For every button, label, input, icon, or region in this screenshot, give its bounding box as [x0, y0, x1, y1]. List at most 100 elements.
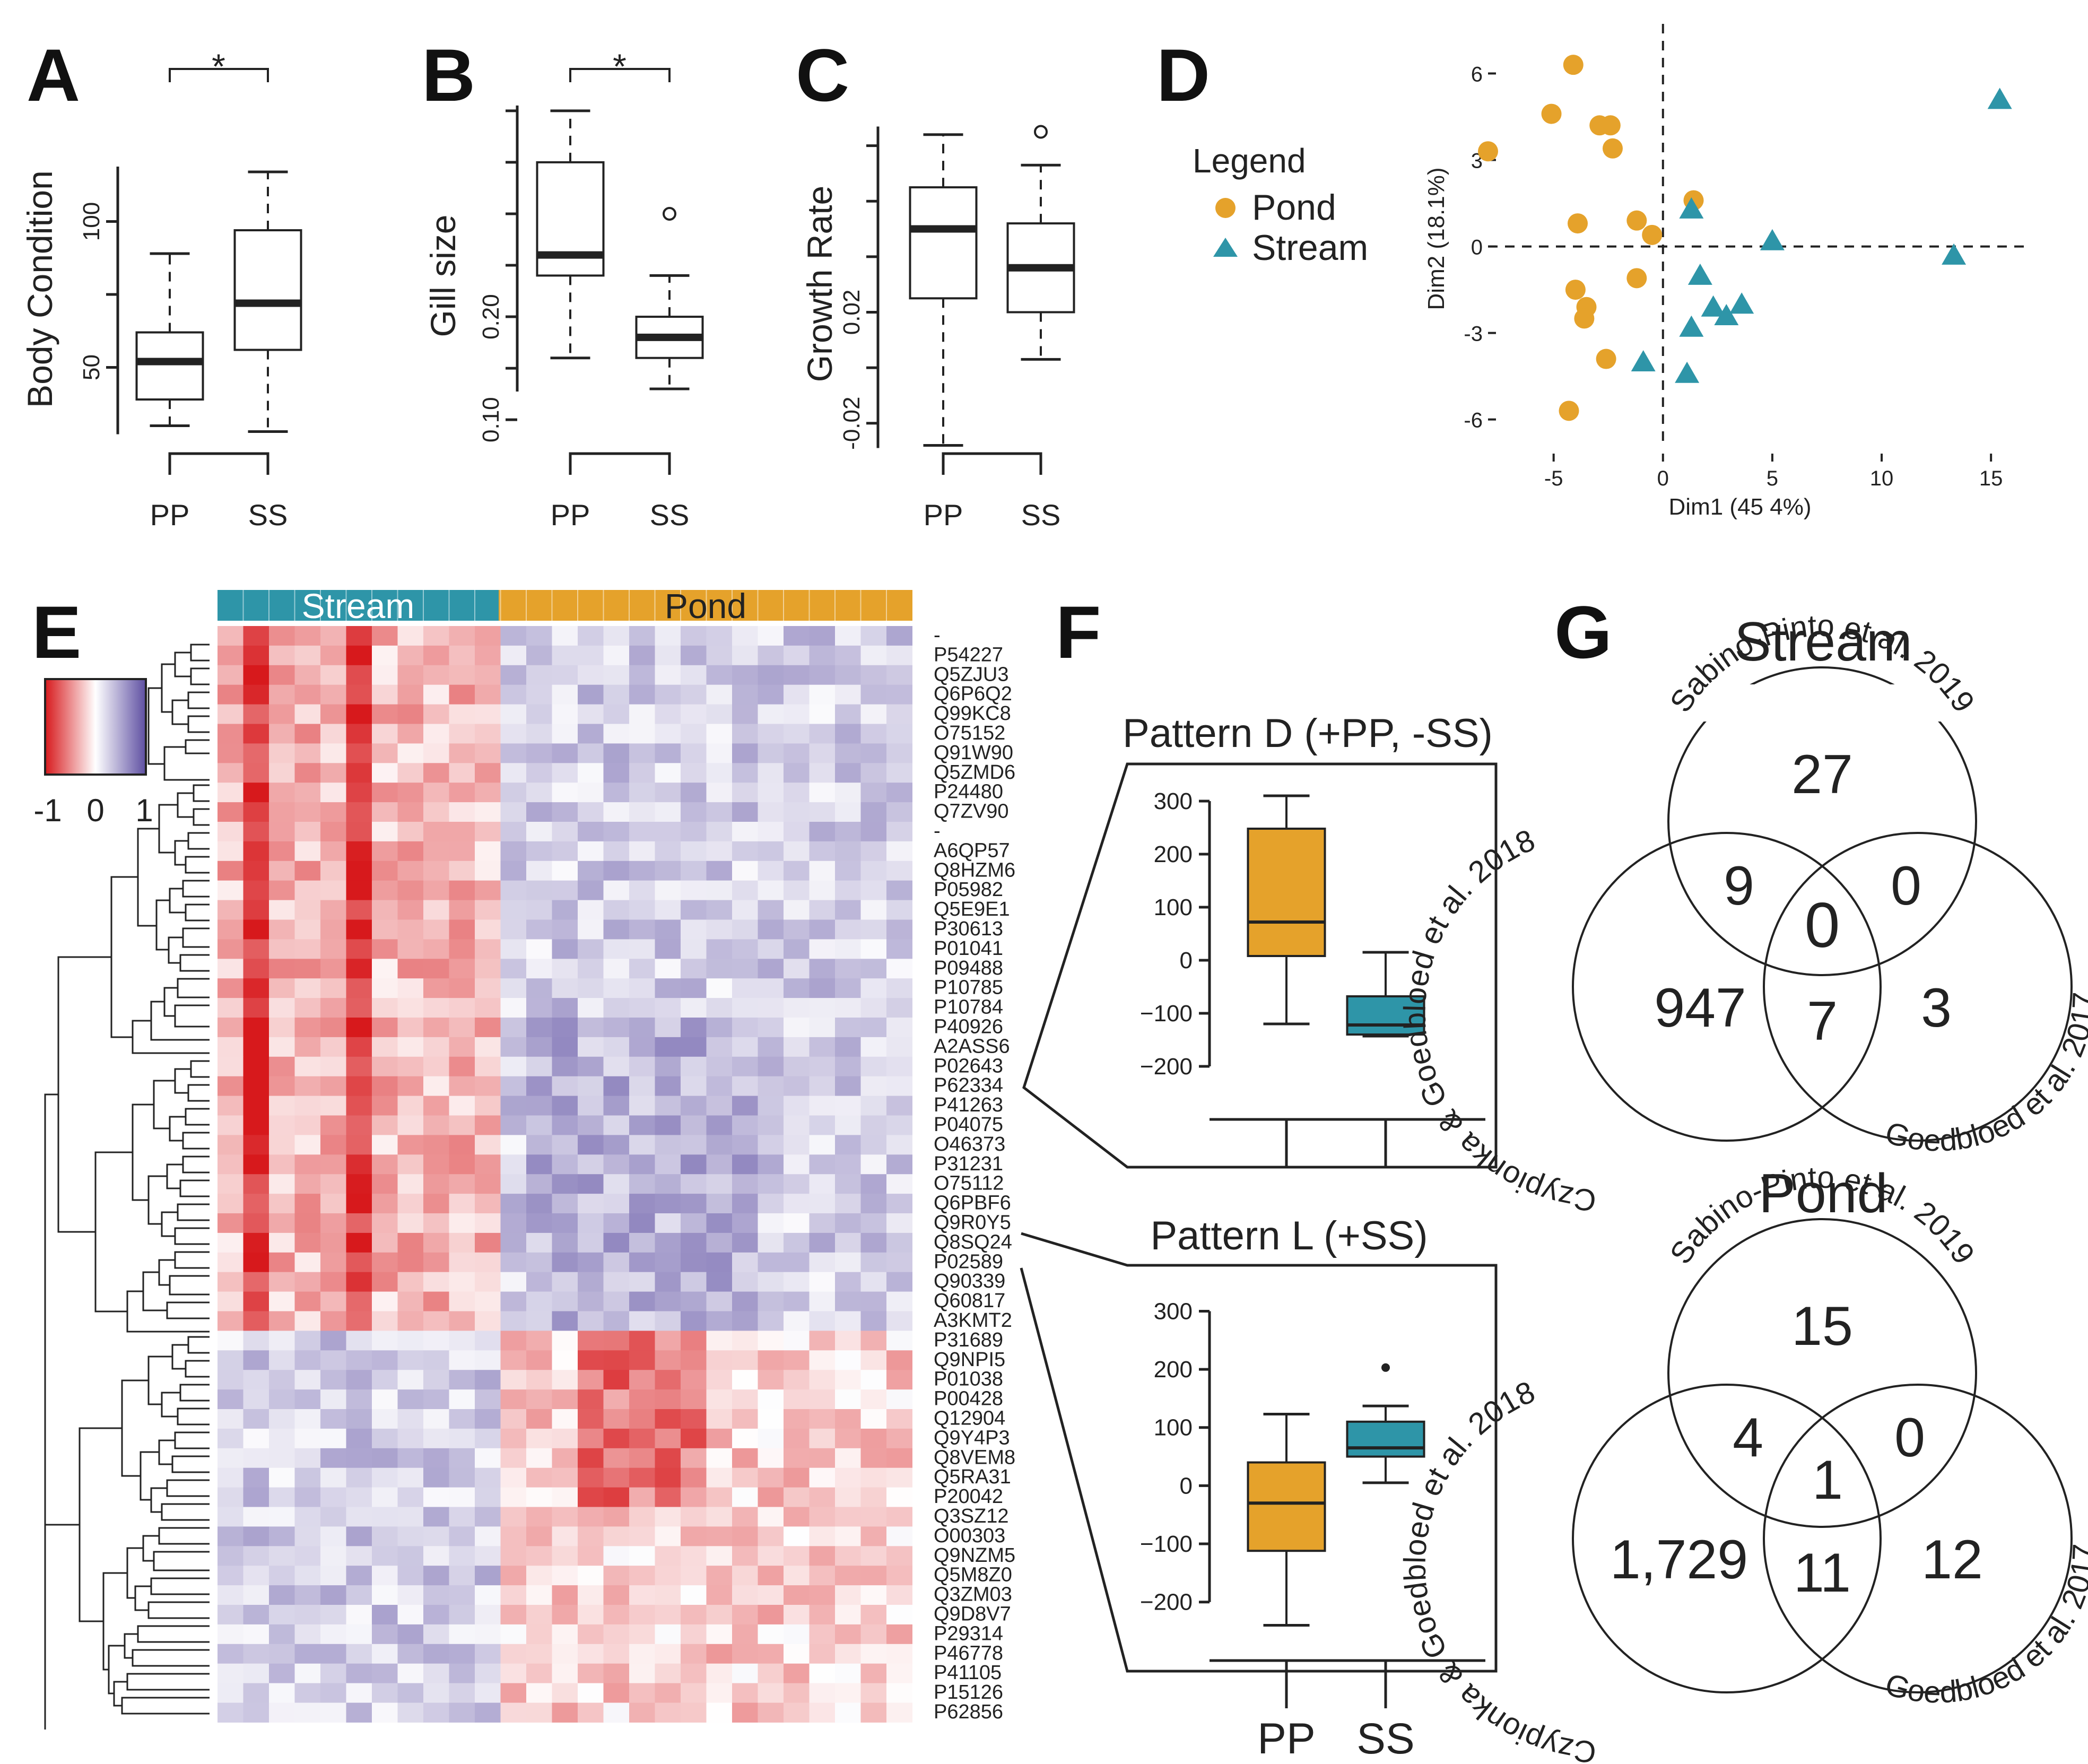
- heatmap-cell: [706, 1213, 733, 1233]
- heatmap-cell: [578, 1135, 604, 1155]
- heatmap-cell: [706, 1487, 733, 1507]
- heatmap-cell: [294, 1605, 321, 1625]
- heatmap-cell: [475, 998, 501, 1018]
- heatmap-cell: [500, 1605, 527, 1625]
- heatmap-cell: [603, 704, 630, 724]
- heatmap-cell: [629, 1115, 655, 1135]
- heatmap-cell: [655, 939, 681, 959]
- heatmap-cell: [732, 1467, 758, 1488]
- heatmap-cell: [269, 743, 295, 763]
- heatmap-cell: [423, 665, 449, 685]
- heatmap-cell: [475, 1526, 501, 1546]
- heatmap-cell: [681, 1037, 707, 1057]
- heatmap-cell: [346, 1409, 372, 1429]
- heatmap-cell: [603, 1272, 630, 1292]
- heatmap-cell: [784, 1096, 810, 1116]
- heatmap-cell: [655, 1135, 681, 1155]
- heatmap-cell: [655, 978, 681, 998]
- heatmap-cell: [578, 1428, 604, 1449]
- panel-a-cat-pp: PP: [150, 498, 190, 532]
- venn-pond-top-right: 0: [1894, 1407, 1925, 1468]
- heatmap-cell: [886, 861, 912, 881]
- heatmap-cell: [578, 1213, 604, 1233]
- group-bar-stream: [218, 590, 499, 621]
- heatmap-cell: [706, 1448, 733, 1468]
- heatmap-cell: [629, 1409, 655, 1429]
- heatmap-cell: [372, 959, 398, 979]
- heatmap-cell: [475, 1566, 501, 1586]
- heatmap-cell: [629, 1702, 655, 1723]
- heatmap-cell: [784, 1605, 810, 1625]
- heatmap-cell: [784, 684, 810, 705]
- heatmap-cell: [475, 1350, 501, 1370]
- heatmap-cell: [860, 880, 887, 901]
- heatmap-cell: [784, 1389, 810, 1410]
- heatmap-cell: [500, 841, 527, 862]
- heatmap-cell: [475, 1585, 501, 1605]
- heatmap-cell: [294, 1467, 321, 1488]
- heatmap-cell: [500, 1311, 527, 1331]
- heatmap-cell: [578, 1487, 604, 1507]
- heatmap-cell: [294, 704, 321, 724]
- heatmap-cell: [346, 1624, 372, 1645]
- heatmap-cell: [732, 1194, 758, 1214]
- heatmap-cell: [578, 861, 604, 881]
- heatmap-cell: [603, 1585, 630, 1605]
- outlier-point: [1034, 125, 1048, 139]
- heatmap-cell: [294, 1154, 321, 1175]
- heatmap-cell: [218, 1350, 243, 1370]
- heatmap-cell: [629, 1526, 655, 1546]
- heatmap-cell: [629, 880, 655, 901]
- heatmap-cell: [526, 1585, 552, 1605]
- heatmap-cell: [320, 1566, 346, 1586]
- heatmap-cell: [552, 763, 578, 783]
- heatmap-cell: [681, 1467, 707, 1488]
- heatmap-cell: [320, 939, 346, 959]
- heatmap-cell: [681, 1428, 707, 1449]
- y-tick-label: 0.02: [839, 290, 865, 335]
- heatmap-cell: [784, 1487, 810, 1507]
- heatmap-cell: [500, 783, 527, 803]
- heatmap-cell: [681, 1154, 707, 1175]
- heatmap-cell: [218, 841, 243, 862]
- heatmap-cell: [397, 1096, 424, 1116]
- heatmap-cell: [732, 1350, 758, 1370]
- heatmap-cell: [886, 1291, 912, 1311]
- stream-point: [1760, 229, 1785, 250]
- heatmap-cell: [346, 665, 372, 685]
- protein-label: Q12904: [934, 1407, 1005, 1430]
- heatmap-cell: [243, 1311, 269, 1331]
- panel-f-bottom-frame: [1020, 1232, 1498, 1673]
- heatmap-cell: [320, 841, 346, 862]
- heatmap-cell: [243, 1194, 269, 1214]
- heatmap-cell: [835, 1487, 861, 1507]
- heatmap-cell: [269, 919, 295, 940]
- heatmap-cell: [243, 1154, 269, 1175]
- heatmap-cell: [860, 704, 887, 724]
- heatmap-cell: [809, 841, 836, 862]
- heatmap-cell: [758, 1409, 784, 1429]
- heatmap-cell: [294, 1331, 321, 1351]
- heatmap-cell: [758, 1389, 784, 1410]
- heatmap-cell: [294, 1350, 321, 1370]
- heatmap-cell: [526, 1115, 552, 1135]
- panel-f-top-title: Pattern D (+PP, -SS): [1123, 711, 1493, 756]
- heatmap-cell: [243, 1291, 269, 1311]
- heatmap-cell: [835, 1056, 861, 1077]
- protein-label: Q60817: [934, 1290, 1005, 1312]
- heatmap-cell: [809, 1389, 836, 1410]
- venn-pond-left-only: 1,729: [1610, 1529, 1748, 1591]
- heatmap-cell: [552, 900, 578, 920]
- heatmap-cell: [243, 1448, 269, 1468]
- protein-label: P01038: [934, 1368, 1003, 1391]
- heatmap-cell: [758, 1507, 784, 1527]
- heatmap-cell: [886, 1154, 912, 1175]
- heatmap-cell: [552, 880, 578, 901]
- panel-c-cat-ss: SS: [1021, 498, 1061, 532]
- heatmap-cell: [526, 1566, 552, 1586]
- protein-label: P29314: [934, 1622, 1003, 1645]
- heatmap-cell: [860, 1232, 887, 1253]
- heatmap-cell: [423, 743, 449, 763]
- heatmap-cell: [475, 743, 501, 763]
